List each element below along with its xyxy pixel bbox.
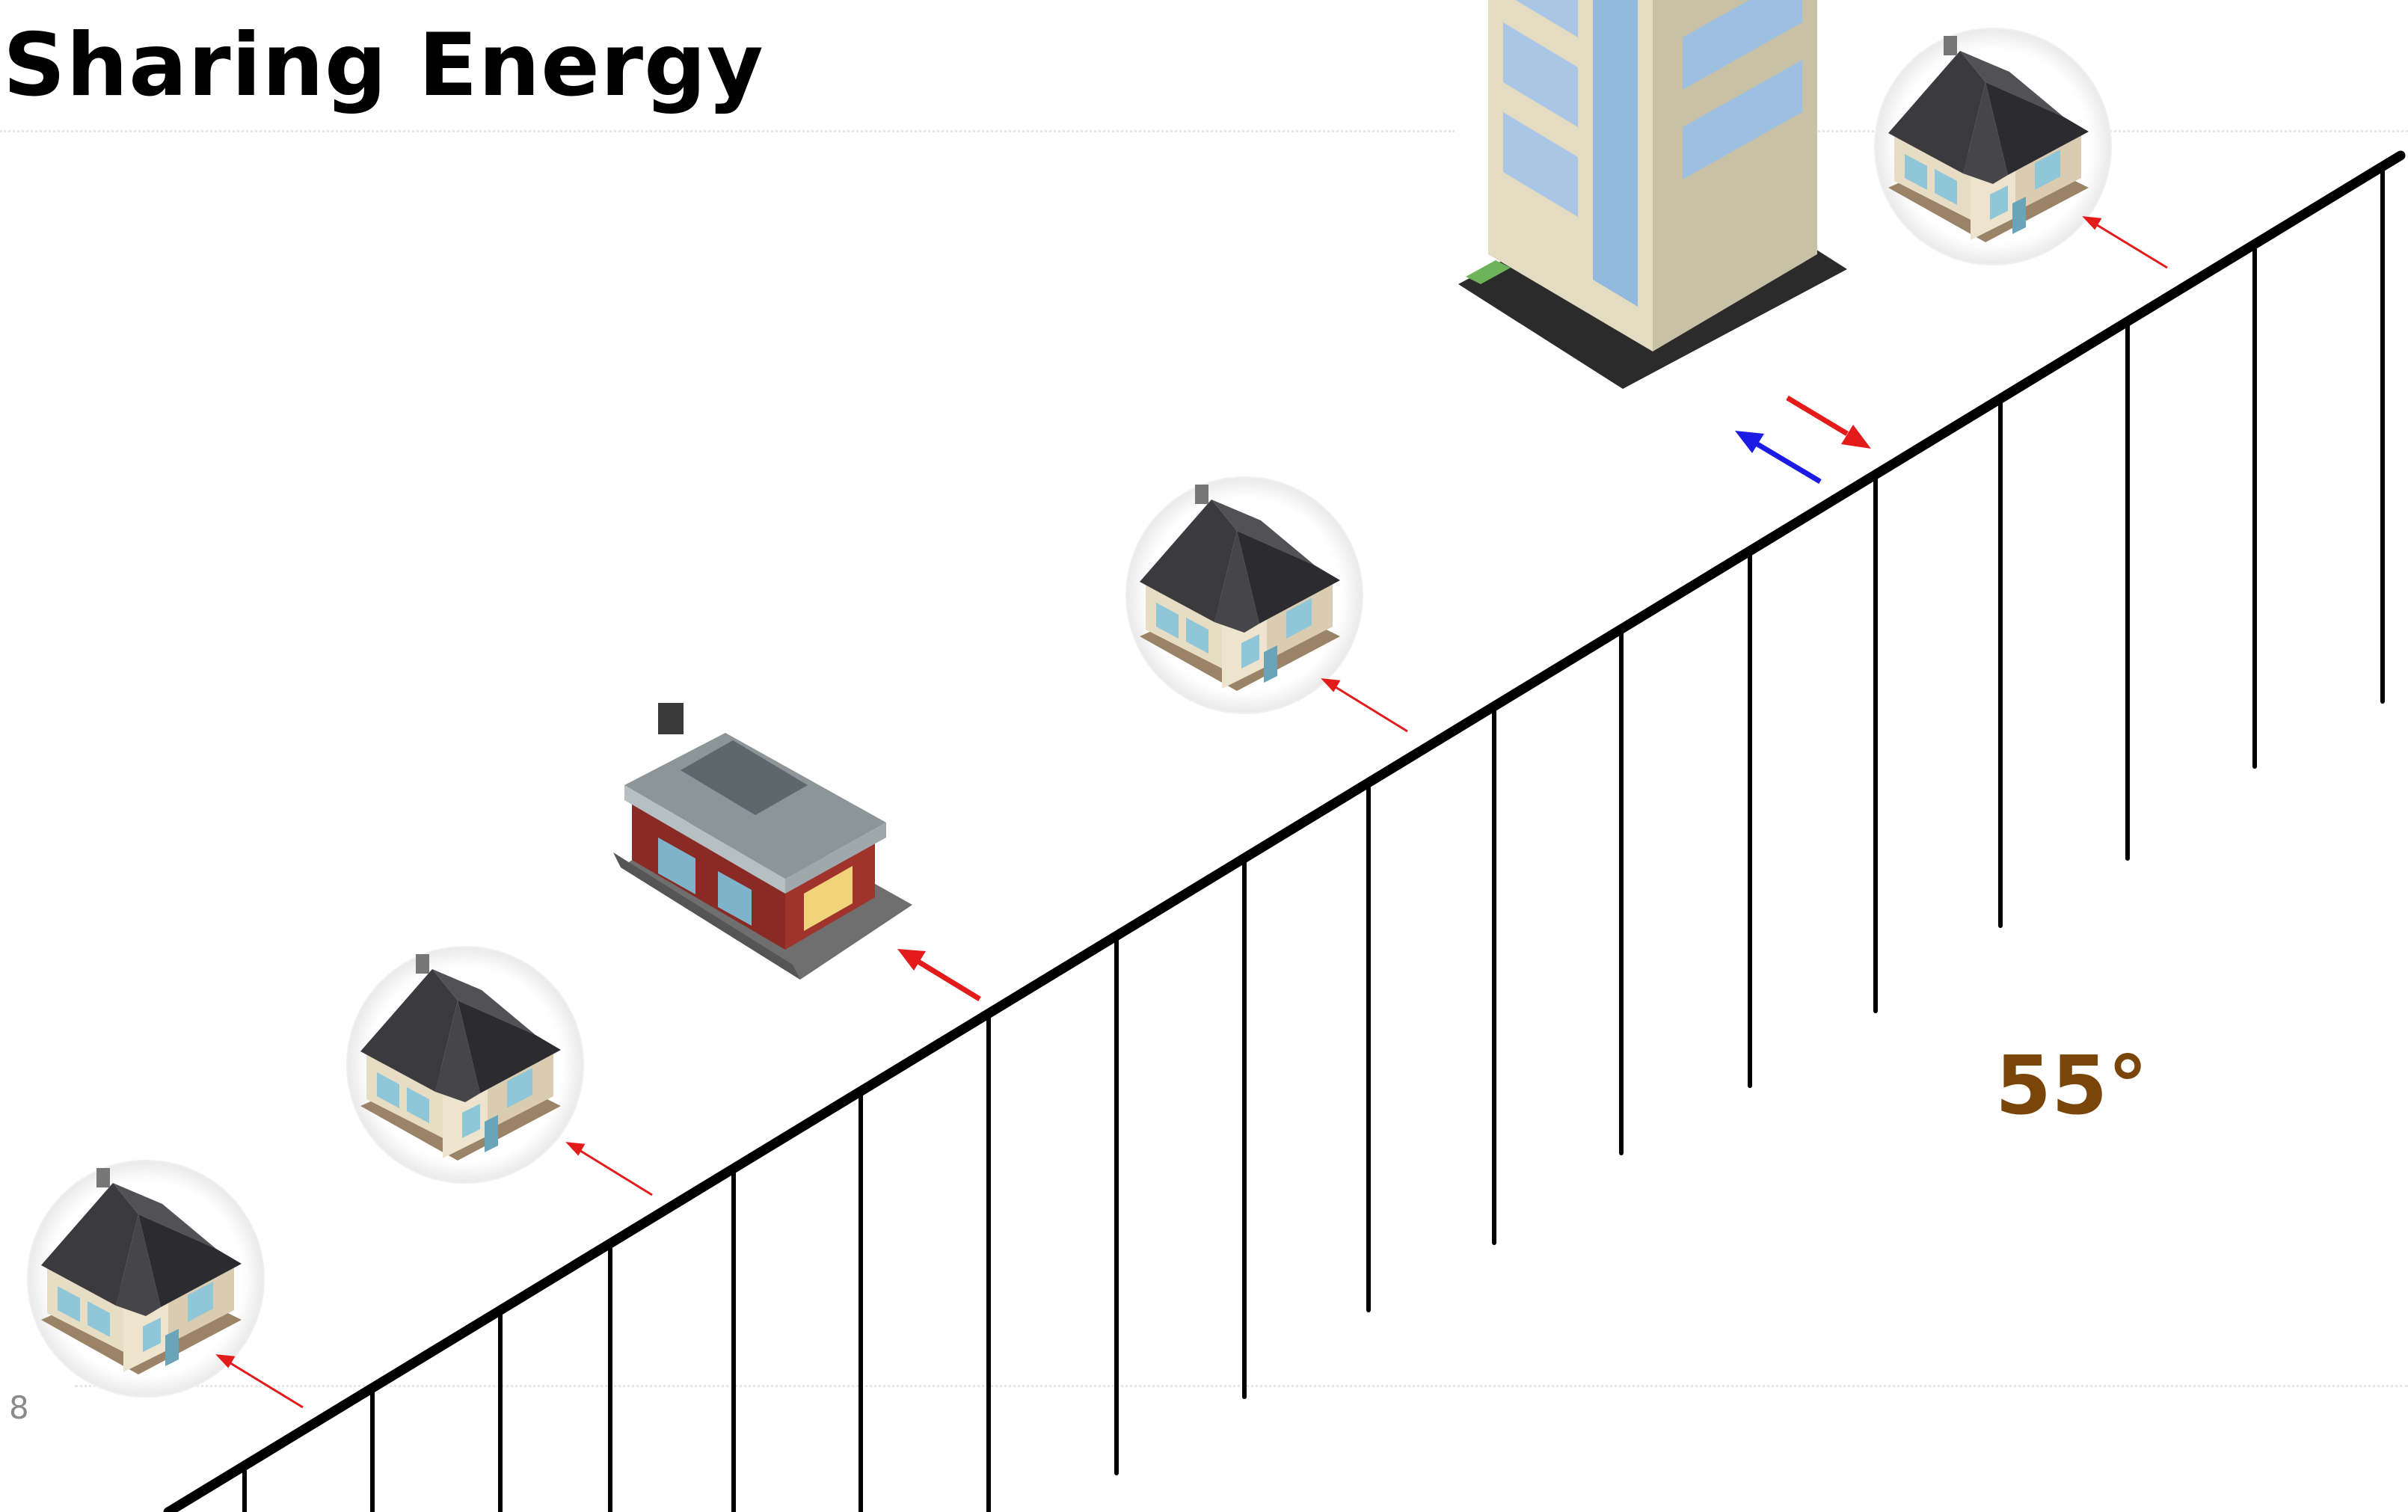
- export-arrows-thin: [215, 216, 2168, 1409]
- tower-import-arrow: [1735, 431, 1822, 485]
- export-arrow: [2090, 220, 2168, 269]
- export-arrow-head: [1321, 678, 1341, 692]
- tower-export-arrow: [1786, 395, 1871, 449]
- house-icon: [346, 946, 584, 1184]
- footer-divider: [75, 1385, 2408, 1387]
- utility-poles: [242, 165, 2385, 1512]
- export-arrow-head: [2082, 216, 2102, 230]
- house-icon: [1874, 28, 2112, 265]
- title-divider-left: [0, 130, 1455, 132]
- house-icon: [1125, 476, 1363, 714]
- slide-number: 8: [9, 1389, 29, 1426]
- export-arrow: [1329, 682, 1408, 733]
- export-arrow-head: [565, 1142, 586, 1156]
- page-title: Sharing Energy: [3, 15, 764, 116]
- export-arrow-head: [215, 1354, 236, 1368]
- export-arrow: [224, 1358, 304, 1409]
- export-arrow: [574, 1146, 653, 1196]
- temperature-label: 55°: [1995, 1039, 2149, 1133]
- grid-power-line: [163, 150, 2406, 1512]
- office-tower-icon: [1458, 0, 1847, 389]
- shop-import-arrow: [897, 949, 981, 1001]
- shop-building-icon: [613, 703, 912, 980]
